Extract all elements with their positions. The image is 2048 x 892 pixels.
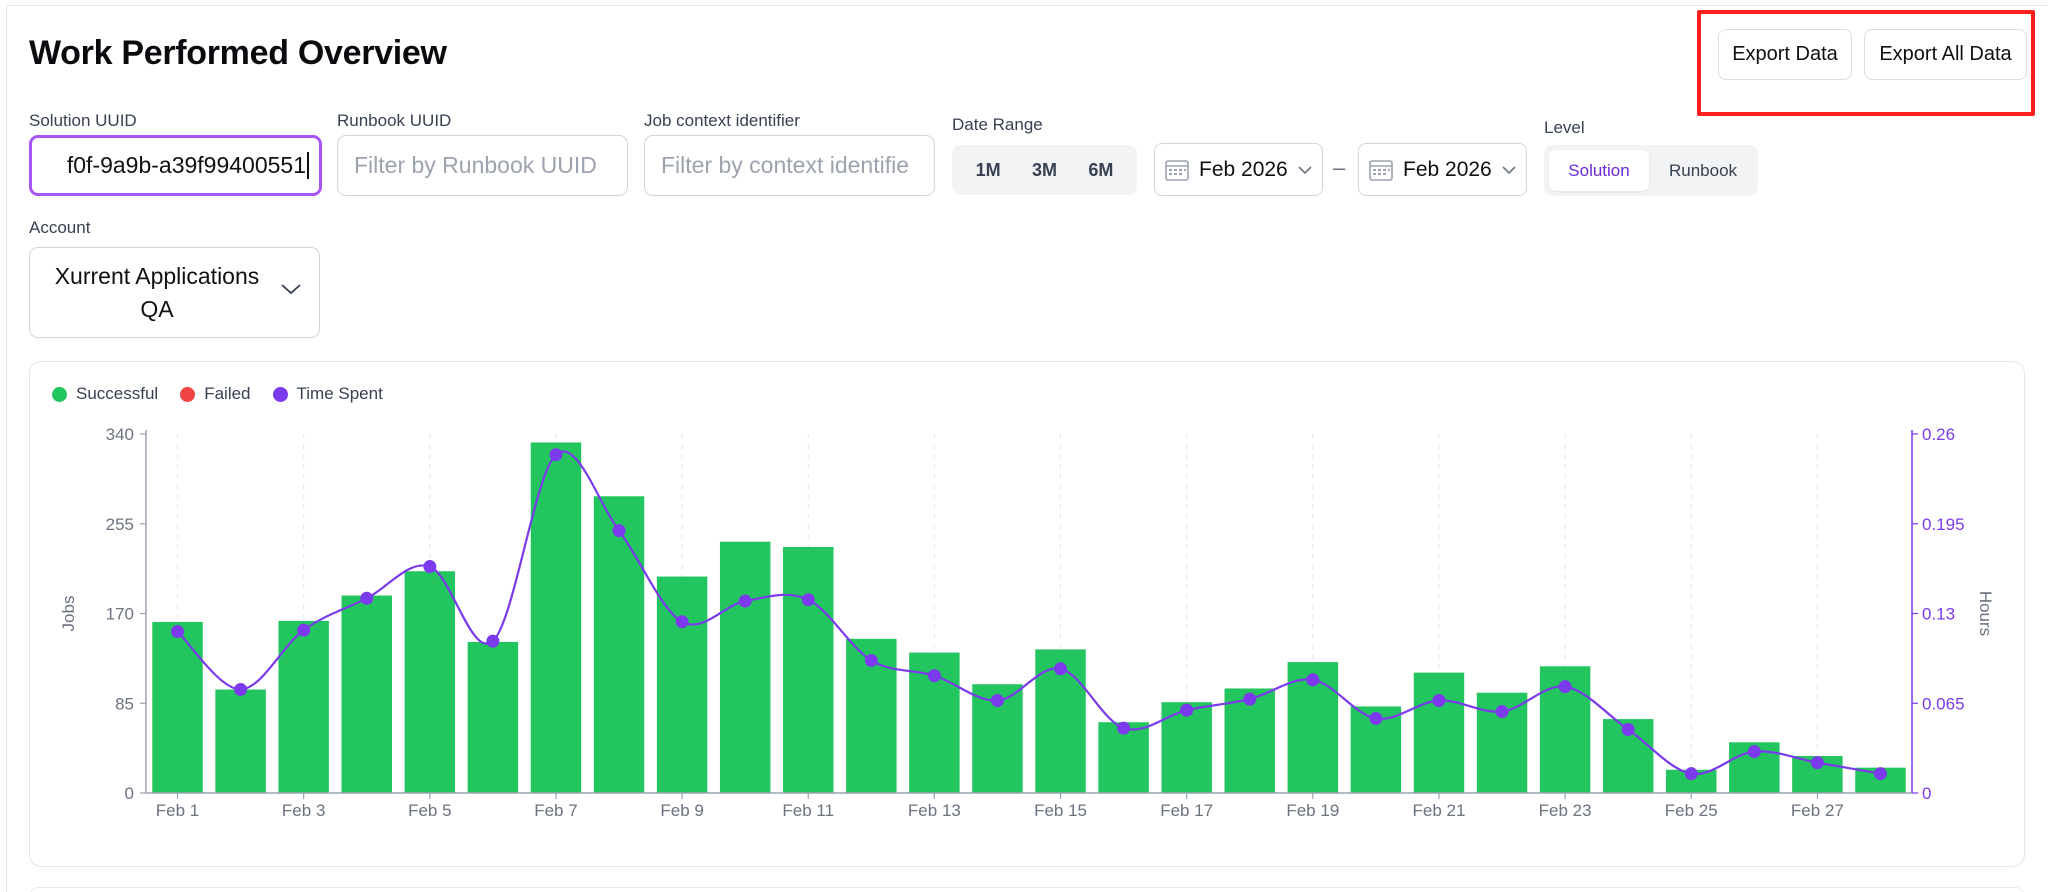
chart-card bbox=[29, 361, 2025, 867]
solution-uuid-input[interactable]: f0f-9a9b-a39f99400551 bbox=[29, 135, 322, 196]
next-card-edge bbox=[29, 887, 2025, 892]
export-data-button[interactable]: Export Data bbox=[1718, 29, 1852, 80]
chevron-down-icon bbox=[1502, 165, 1516, 174]
legend-failed[interactable]: Failed bbox=[180, 384, 251, 404]
solution-uuid-label: Solution UUID bbox=[29, 111, 137, 130]
level-label: Level bbox=[1544, 118, 1585, 137]
account-label: Account bbox=[29, 218, 91, 237]
legend-successful-swatch bbox=[52, 386, 67, 402]
date-from-value: Feb 2026 bbox=[1199, 157, 1288, 181]
date-range-separator: – bbox=[1333, 155, 1346, 180]
legend-time-spent[interactable]: Time Spent bbox=[272, 384, 383, 404]
range-3m-button[interactable]: 3M bbox=[1031, 159, 1057, 180]
page-title: Work Performed Overview bbox=[29, 34, 447, 72]
range-1m-button[interactable]: 1M bbox=[975, 159, 1001, 180]
runbook-uuid-label: Runbook UUID bbox=[337, 111, 452, 130]
account-value: Xurrent Applications QA bbox=[54, 263, 260, 322]
frame-border-left bbox=[6, 5, 7, 892]
date-from-select[interactable]: Feb 2026 bbox=[1154, 143, 1323, 196]
level-solution-button[interactable]: Solution bbox=[1549, 150, 1649, 191]
calendar-icon bbox=[1165, 159, 1189, 181]
date-to-value: Feb 2026 bbox=[1403, 157, 1492, 181]
legend-failed-label: Failed bbox=[204, 384, 251, 403]
solution-uuid-value: f0f-9a9b-a39f99400551 bbox=[66, 152, 306, 178]
date-range-presets: 1M 3M 6M bbox=[952, 145, 1137, 195]
frame-border-top bbox=[6, 5, 2048, 6]
legend-time-spent-swatch bbox=[272, 386, 288, 402]
date-to-select[interactable]: Feb 2026 bbox=[1358, 143, 1527, 196]
calendar-icon bbox=[1369, 159, 1393, 181]
level-toggle: Solution Runbook bbox=[1544, 145, 1758, 196]
legend-failed-swatch bbox=[180, 386, 196, 402]
runbook-uuid-input[interactable]: Filter by Runbook UUID bbox=[337, 135, 628, 196]
legend-successful[interactable]: Successful bbox=[52, 384, 158, 404]
chevron-down-icon bbox=[281, 284, 301, 295]
level-runbook-button[interactable]: Runbook bbox=[1668, 160, 1738, 180]
text-caret bbox=[307, 152, 309, 179]
date-range-label: Date Range bbox=[952, 115, 1043, 134]
legend-successful-label: Successful bbox=[76, 384, 159, 403]
job-context-input[interactable]: Filter by context identifie bbox=[644, 135, 935, 196]
range-6m-button[interactable]: 6M bbox=[1088, 159, 1114, 180]
job-context-label: Job context identifier bbox=[644, 111, 800, 130]
export-all-data-button[interactable]: Export All Data bbox=[1864, 29, 2027, 80]
legend-time-spent-label: Time Spent bbox=[296, 384, 383, 403]
account-select[interactable]: Xurrent Applications QA bbox=[29, 247, 320, 338]
chart-legend: Successful Failed Time Spent bbox=[52, 384, 405, 404]
chevron-down-icon bbox=[1298, 165, 1312, 174]
highlight-annotation-box bbox=[1697, 10, 2035, 116]
